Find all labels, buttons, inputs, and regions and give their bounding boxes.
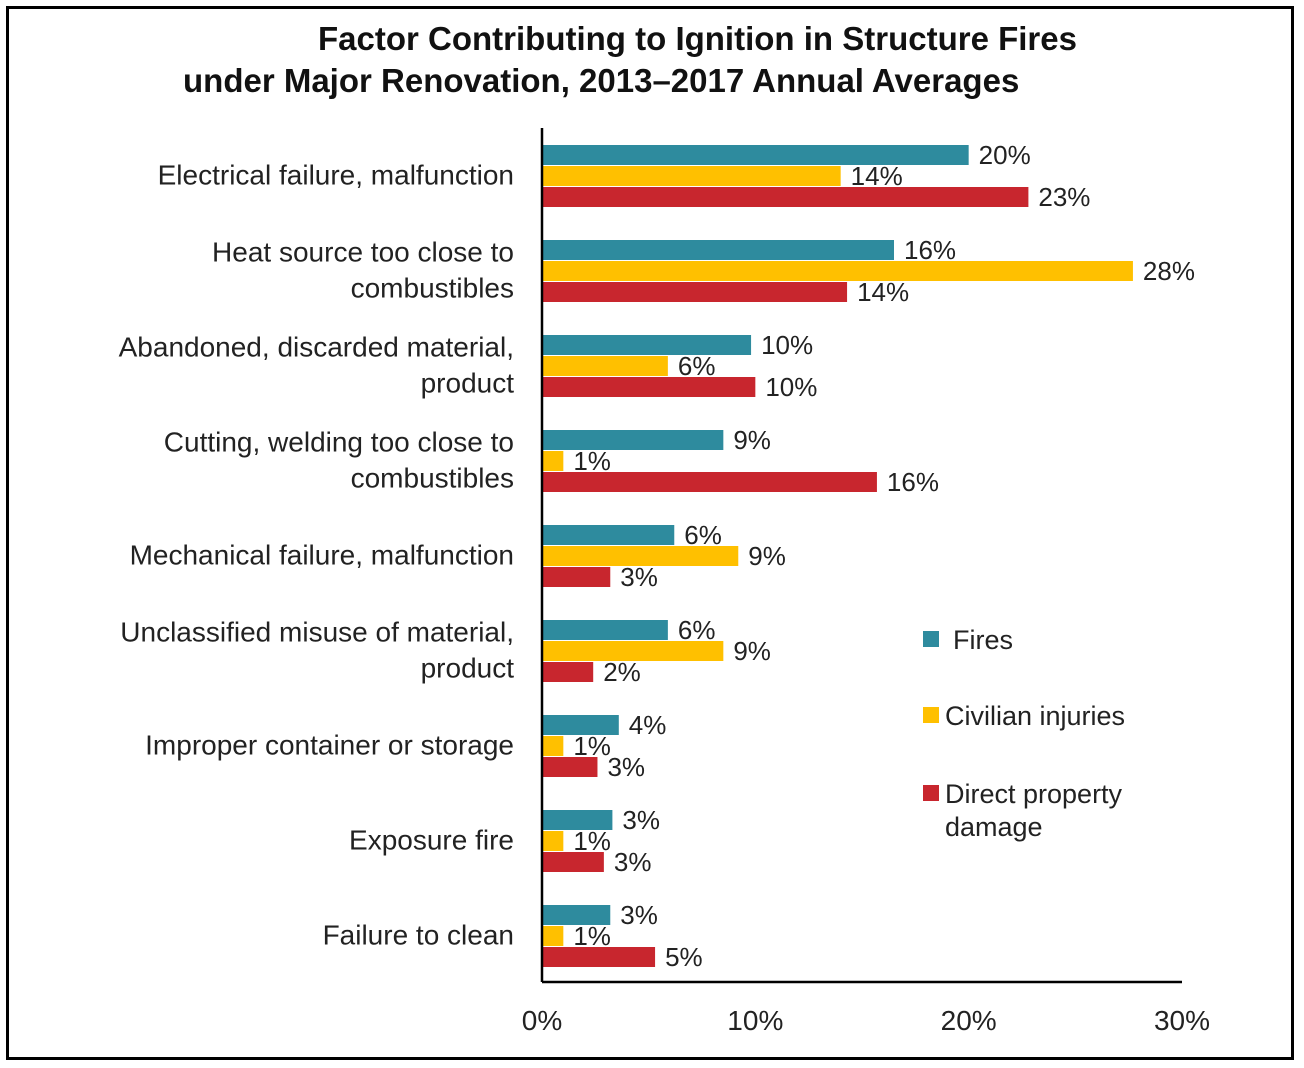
data-label-civilian_injuries: 14% xyxy=(851,161,903,191)
data-label-fires: 3% xyxy=(620,900,658,930)
data-label-fires: 3% xyxy=(622,805,660,835)
bar-fires xyxy=(542,525,675,545)
data-label-civilian_injuries: 1% xyxy=(573,921,611,951)
data-label-direct_property_damage: 14% xyxy=(857,277,909,307)
bar-direct_property_damage xyxy=(542,377,756,397)
bar-fires xyxy=(542,905,611,925)
category-label: Abandoned, discarded material, xyxy=(119,332,514,363)
category-label: Electrical failure, malfunction xyxy=(158,160,514,191)
category-label: Cutting, welding too close to xyxy=(164,427,514,458)
category-label: combustibles xyxy=(351,463,514,494)
legend-swatch-fires xyxy=(923,631,939,647)
bar-direct_property_damage xyxy=(542,757,598,777)
data-label-fires: 6% xyxy=(678,615,716,645)
legend-swatch-civilian_injuries xyxy=(923,707,939,723)
bar-civilian_injuries xyxy=(542,831,564,851)
data-label-direct_property_damage: 16% xyxy=(887,467,939,497)
data-label-fires: 4% xyxy=(629,710,667,740)
category-label: combustibles xyxy=(351,273,514,304)
category-label: product xyxy=(421,368,515,399)
bar-civilian_injuries xyxy=(542,261,1133,281)
data-label-civilian_injuries: 1% xyxy=(573,446,611,476)
x-tick-label: 20% xyxy=(941,1005,997,1036)
legend-label: damage xyxy=(945,812,1043,842)
data-label-fires: 6% xyxy=(684,520,722,550)
data-label-civilian_injuries: 6% xyxy=(678,351,716,381)
bar-fires xyxy=(542,430,724,450)
category-label: Unclassified misuse of material, xyxy=(120,617,514,648)
bar-direct_property_damage xyxy=(542,567,611,587)
data-label-fires: 10% xyxy=(761,330,813,360)
chart-title-line-2: under Major Renovation, 2013–2017 Annual… xyxy=(183,62,1020,99)
bar-civilian_injuries xyxy=(542,736,564,756)
x-tick-label: 0% xyxy=(522,1005,562,1036)
bar-civilian_injuries xyxy=(542,356,668,376)
data-label-civilian_injuries: 28% xyxy=(1143,256,1195,286)
bar-civilian_injuries xyxy=(542,641,724,661)
bar-civilian_injuries xyxy=(542,451,564,471)
x-tick-label: 10% xyxy=(727,1005,783,1036)
data-label-direct_property_damage: 2% xyxy=(603,657,641,687)
category-label: product xyxy=(421,653,515,684)
data-label-direct_property_damage: 3% xyxy=(620,562,658,592)
bar-fires xyxy=(542,145,969,165)
data-label-civilian_injuries: 9% xyxy=(748,541,786,571)
bar-direct_property_damage xyxy=(542,852,604,872)
data-label-fires: 16% xyxy=(904,235,956,265)
chart-title-line-1: Factor Contributing to Ignition in Struc… xyxy=(318,20,1077,57)
bar-civilian_injuries xyxy=(542,546,739,566)
bar-civilian_injuries xyxy=(542,166,841,186)
legend-swatch-direct_property_damage xyxy=(923,785,939,801)
bar-civilian_injuries xyxy=(542,926,564,946)
legend-label: Fires xyxy=(953,625,1013,655)
data-label-direct_property_damage: 23% xyxy=(1038,182,1090,212)
bar-direct_property_damage xyxy=(542,947,656,967)
bar-direct_property_damage xyxy=(542,187,1029,207)
data-label-civilian_injuries: 1% xyxy=(573,731,611,761)
data-label-civilian_injuries: 9% xyxy=(733,636,771,666)
category-label: Improper container or storage xyxy=(145,730,514,761)
bar-fires xyxy=(542,810,613,830)
x-tick-label: 30% xyxy=(1154,1005,1210,1036)
data-label-direct_property_damage: 5% xyxy=(665,942,703,972)
data-label-fires: 20% xyxy=(979,140,1031,170)
category-label: Failure to clean xyxy=(323,920,514,951)
data-label-direct_property_damage: 10% xyxy=(765,372,817,402)
category-label: Heat source too close to xyxy=(212,237,514,268)
category-label: Mechanical failure, malfunction xyxy=(130,540,514,571)
bar-fires xyxy=(542,620,668,640)
legend-label: Direct property xyxy=(945,779,1123,809)
bar-direct_property_damage xyxy=(542,472,877,492)
data-label-fires: 9% xyxy=(733,425,771,455)
category-label: Exposure fire xyxy=(349,825,514,856)
bar-direct_property_damage xyxy=(542,282,848,302)
data-label-direct_property_damage: 3% xyxy=(614,847,652,877)
bar-direct_property_damage xyxy=(542,662,594,682)
bar-fires xyxy=(542,335,752,355)
data-label-direct_property_damage: 3% xyxy=(607,752,645,782)
data-label-civilian_injuries: 1% xyxy=(573,826,611,856)
bar-fires xyxy=(542,715,619,735)
bar-fires xyxy=(542,240,894,260)
legend-label: Civilian injuries xyxy=(945,701,1125,731)
